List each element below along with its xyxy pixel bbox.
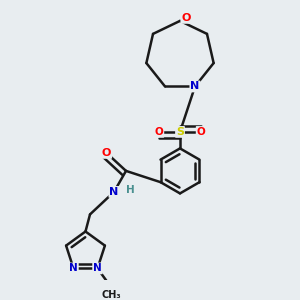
Text: N: N bbox=[190, 82, 200, 92]
Text: O: O bbox=[154, 127, 164, 137]
Text: N: N bbox=[93, 263, 102, 273]
Text: O: O bbox=[181, 13, 191, 23]
Text: N: N bbox=[110, 187, 118, 197]
Text: H: H bbox=[126, 185, 135, 195]
Text: O: O bbox=[102, 148, 111, 158]
Text: O: O bbox=[196, 127, 206, 137]
Text: CH₃: CH₃ bbox=[101, 290, 121, 300]
Text: N: N bbox=[69, 263, 78, 273]
Text: S: S bbox=[176, 127, 184, 137]
